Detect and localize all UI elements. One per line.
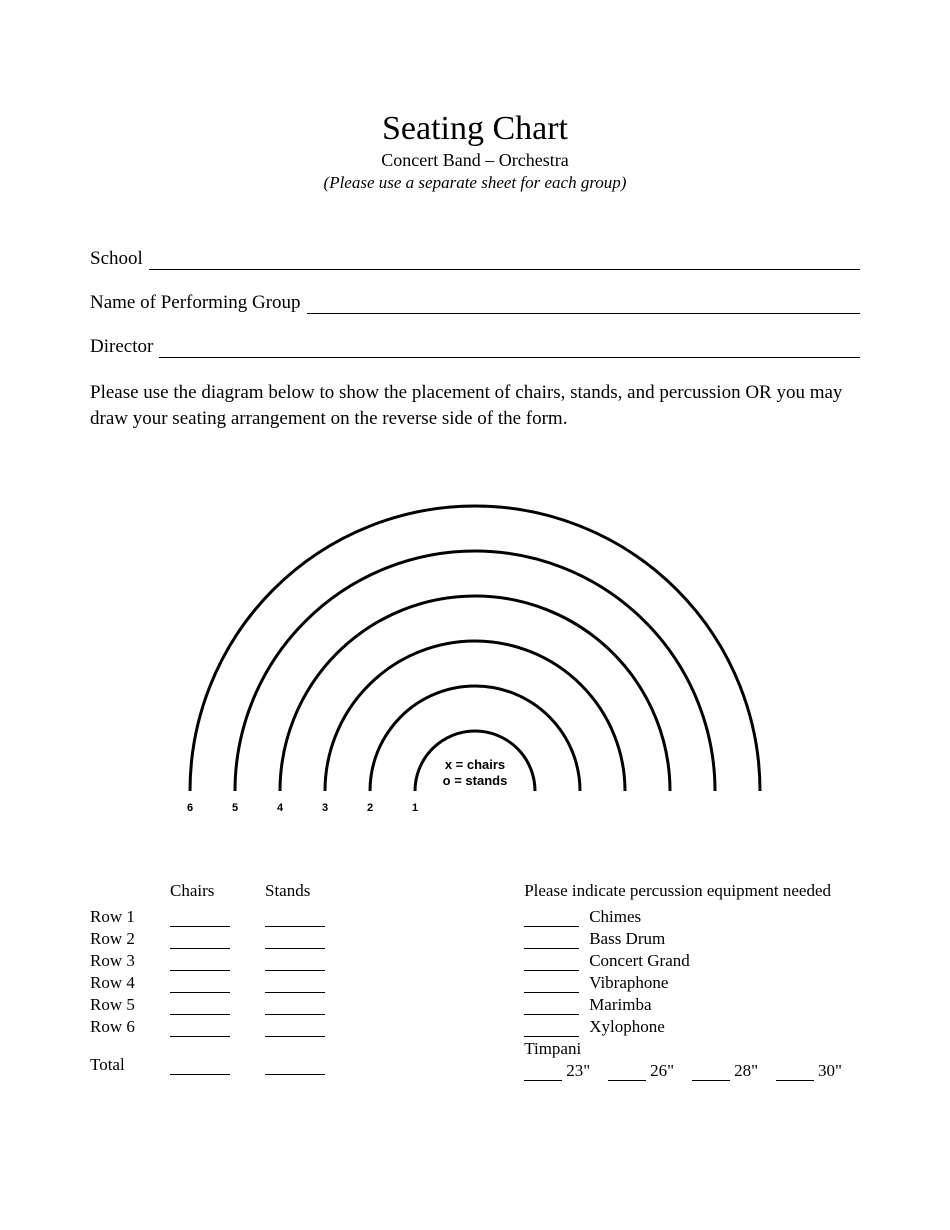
arc-row-number: 3 — [322, 802, 328, 814]
percussion-label: Chimes — [589, 907, 641, 927]
timpani-sizes-row: 23" 26" 28" 30" — [524, 1061, 860, 1081]
table-row: Row 6 — [90, 1017, 409, 1037]
arc-row-number: 5 — [232, 802, 238, 814]
page: Seating Chart Concert Band – Orchestra (… — [0, 0, 950, 1230]
timpani-blank[interactable] — [776, 1064, 814, 1081]
stands-blank[interactable] — [265, 976, 325, 993]
percussion-item: Chimes — [524, 907, 860, 927]
total-row: Total — [90, 1055, 409, 1075]
percussion-item: Bass Drum — [524, 929, 860, 949]
stands-blank[interactable] — [265, 954, 325, 971]
timpani-blank[interactable] — [608, 1064, 646, 1081]
percussion-blank[interactable] — [524, 976, 579, 993]
arc-row-number: 6 — [187, 802, 193, 814]
timpani-size: 23" — [566, 1061, 590, 1081]
director-input-line[interactable] — [159, 337, 860, 358]
timpani-size: 30" — [818, 1061, 842, 1081]
arc-row-number: 2 — [367, 802, 373, 814]
percussion-blank[interactable] — [524, 910, 579, 927]
director-field-row: Director — [90, 336, 860, 358]
row-label: Row 1 — [90, 907, 170, 927]
school-label: School — [90, 248, 143, 270]
director-label: Director — [90, 336, 153, 358]
seating-diagram-wrap: x = chairso = stands 6 5 4 3 2 1 — [90, 491, 860, 831]
percussion-label: Marimba — [589, 995, 651, 1015]
chairs-blank[interactable] — [170, 932, 230, 949]
row-label: Row 5 — [90, 995, 170, 1015]
percussion-table: Please indicate percussion equipment nee… — [524, 881, 860, 1081]
stands-blank[interactable] — [265, 910, 325, 927]
timpani-label: Timpani — [524, 1039, 860, 1059]
page-subtitle: Concert Band – Orchestra — [90, 150, 860, 171]
page-title: Seating Chart — [90, 110, 860, 148]
arc-row-number: 1 — [412, 802, 418, 814]
row-label: Row 3 — [90, 951, 170, 971]
percussion-item: Xylophone — [524, 1017, 860, 1037]
percussion-label: Vibraphone — [589, 973, 668, 993]
chairs-blank[interactable] — [170, 910, 230, 927]
rows-table: Chairs Stands Row 1Row 2Row 3Row 4Row 5R… — [90, 881, 409, 1081]
percussion-label: Bass Drum — [589, 929, 665, 949]
timpani-blank[interactable] — [524, 1064, 562, 1081]
timpani-size: 28" — [734, 1061, 758, 1081]
percussion-blank[interactable] — [524, 1020, 579, 1037]
instructions-text: Please use the diagram below to show the… — [90, 380, 860, 431]
chairs-blank[interactable] — [170, 998, 230, 1015]
percussion-blank[interactable] — [524, 998, 579, 1015]
group-field-row: Name of Performing Group — [90, 292, 860, 314]
table-row: Row 1 — [90, 907, 409, 927]
stands-blank[interactable] — [265, 932, 325, 949]
legend-stands: o = stands — [443, 773, 508, 788]
total-chairs-blank[interactable] — [170, 1058, 230, 1075]
seating-arc — [190, 506, 760, 791]
total-label: Total — [90, 1055, 170, 1075]
percussion-label: Xylophone — [589, 1017, 665, 1037]
percussion-item: Vibraphone — [524, 973, 860, 993]
percussion-label: Concert Grand — [589, 951, 690, 971]
school-input-line[interactable] — [149, 249, 860, 270]
stands-blank[interactable] — [265, 998, 325, 1015]
group-input-line[interactable] — [307, 293, 860, 314]
bottom-section: Chairs Stands Row 1Row 2Row 3Row 4Row 5R… — [90, 881, 860, 1081]
row-label: Row 6 — [90, 1017, 170, 1037]
percussion-item: Marimba — [524, 995, 860, 1015]
table-row: Row 5 — [90, 995, 409, 1015]
percussion-item: Concert Grand — [524, 951, 860, 971]
timpani-blank[interactable] — [692, 1064, 730, 1081]
table-row: Row 4 — [90, 973, 409, 993]
table-row: Row 3 — [90, 951, 409, 971]
chairs-blank[interactable] — [170, 976, 230, 993]
page-note: (Please use a separate sheet for each gr… — [90, 173, 860, 193]
percussion-body: ChimesBass DrumConcert GrandVibraphoneMa… — [524, 907, 860, 1037]
chairs-blank[interactable] — [170, 954, 230, 971]
col-chairs-header: Chairs — [170, 881, 265, 901]
table-row: Row 2 — [90, 929, 409, 949]
seating-arc — [235, 551, 715, 791]
group-label: Name of Performing Group — [90, 292, 301, 314]
legend-chairs: x = chairs — [445, 757, 505, 772]
percussion-blank[interactable] — [524, 932, 579, 949]
school-field-row: School — [90, 248, 860, 270]
row-label: Row 2 — [90, 929, 170, 949]
arc-row-number: 4 — [277, 802, 284, 814]
header-block: Seating Chart Concert Band – Orchestra (… — [90, 110, 860, 193]
row-label: Row 4 — [90, 973, 170, 993]
stands-blank[interactable] — [265, 1020, 325, 1037]
total-stands-blank[interactable] — [265, 1058, 325, 1075]
form-fields: School Name of Performing Group Director — [90, 248, 860, 358]
rows-table-body: Row 1Row 2Row 3Row 4Row 5Row 6 — [90, 907, 409, 1037]
percussion-blank[interactable] — [524, 954, 579, 971]
seating-arc-diagram: x = chairso = stands 6 5 4 3 2 1 — [155, 491, 795, 831]
percussion-header: Please indicate percussion equipment nee… — [524, 881, 860, 901]
timpani-size: 26" — [650, 1061, 674, 1081]
chairs-blank[interactable] — [170, 1020, 230, 1037]
col-stands-header: Stands — [265, 881, 360, 901]
rows-table-header: Chairs Stands — [170, 881, 409, 901]
